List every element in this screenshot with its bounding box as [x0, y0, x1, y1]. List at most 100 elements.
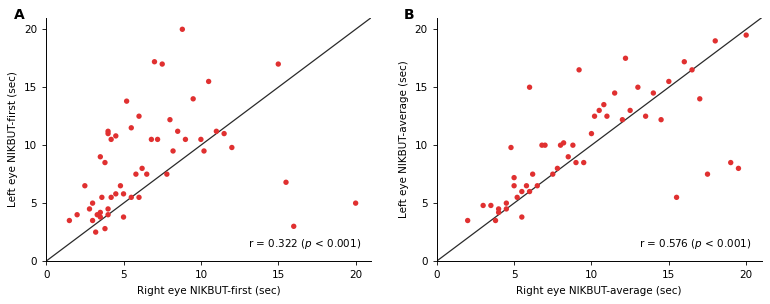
Point: [639, 114, 651, 119]
Text: B: B: [404, 8, 415, 22]
Point: [631, 85, 644, 90]
Point: [508, 183, 521, 188]
Point: [94, 210, 106, 215]
Point: [156, 62, 169, 67]
Point: [601, 114, 613, 119]
Point: [616, 117, 628, 122]
Point: [585, 131, 598, 136]
Point: [210, 129, 223, 134]
Point: [521, 183, 533, 188]
Point: [94, 154, 106, 159]
Point: [531, 183, 544, 188]
Point: [624, 108, 636, 113]
Point: [732, 166, 745, 171]
X-axis label: Right eye NIKBUT-average (sec): Right eye NIKBUT-average (sec): [517, 286, 682, 296]
Point: [461, 218, 474, 223]
Point: [86, 218, 99, 223]
Point: [694, 96, 706, 101]
Point: [99, 160, 111, 165]
Point: [89, 230, 102, 235]
Point: [598, 102, 610, 107]
Point: [678, 59, 691, 64]
Point: [516, 189, 528, 194]
Point: [663, 79, 675, 84]
Point: [117, 215, 129, 219]
Point: [149, 59, 161, 64]
Point: [83, 206, 95, 211]
Point: [125, 125, 137, 130]
Point: [551, 166, 564, 171]
Point: [109, 192, 122, 196]
Point: [105, 137, 117, 142]
Point: [94, 215, 106, 219]
Point: [71, 212, 83, 217]
Point: [114, 183, 126, 188]
Point: [516, 215, 528, 219]
Point: [125, 195, 137, 200]
Point: [608, 91, 621, 95]
Point: [161, 172, 173, 177]
Point: [573, 67, 585, 72]
Point: [141, 172, 153, 177]
Point: [226, 145, 238, 150]
Point: [203, 79, 215, 84]
Point: [709, 38, 721, 43]
Point: [198, 149, 210, 154]
Point: [102, 206, 114, 211]
Point: [133, 114, 146, 119]
Point: [527, 172, 539, 177]
Point: [164, 117, 176, 122]
Point: [102, 129, 114, 134]
Point: [619, 56, 631, 61]
Point: [567, 143, 579, 148]
Point: [493, 206, 505, 211]
Point: [505, 145, 517, 150]
Y-axis label: Left eye NIKBUT-average (sec): Left eye NIKBUT-average (sec): [399, 60, 409, 218]
Point: [172, 129, 184, 134]
Point: [524, 85, 536, 90]
Point: [95, 195, 108, 200]
Point: [176, 27, 189, 32]
Point: [725, 160, 737, 165]
Point: [179, 137, 192, 142]
Point: [524, 189, 536, 194]
Point: [740, 33, 752, 37]
Point: [63, 218, 75, 223]
Point: [536, 143, 548, 148]
Point: [671, 195, 683, 200]
Point: [578, 160, 590, 165]
Point: [686, 67, 698, 72]
Point: [547, 172, 559, 177]
Point: [136, 166, 149, 171]
Point: [511, 195, 524, 200]
Point: [557, 140, 570, 145]
Point: [554, 143, 567, 148]
Y-axis label: Left eye NIKBUT-first (sec): Left eye NIKBUT-first (sec): [8, 71, 18, 207]
Point: [102, 131, 114, 136]
Point: [655, 117, 668, 122]
Point: [701, 172, 714, 177]
Point: [130, 172, 142, 177]
Point: [490, 218, 502, 223]
Point: [218, 131, 230, 136]
Point: [648, 91, 660, 95]
Point: [593, 108, 605, 113]
Point: [187, 96, 199, 101]
Point: [86, 201, 99, 206]
Point: [477, 203, 489, 208]
Point: [120, 99, 132, 104]
Point: [79, 183, 91, 188]
Point: [539, 143, 551, 148]
Text: A: A: [14, 8, 25, 22]
Point: [105, 195, 117, 200]
Point: [109, 133, 122, 138]
Point: [508, 175, 521, 180]
Point: [167, 149, 179, 154]
Point: [133, 195, 146, 200]
Point: [570, 160, 582, 165]
Point: [588, 114, 601, 119]
Point: [152, 137, 164, 142]
Point: [500, 206, 513, 211]
Point: [280, 180, 292, 185]
Point: [195, 137, 207, 142]
